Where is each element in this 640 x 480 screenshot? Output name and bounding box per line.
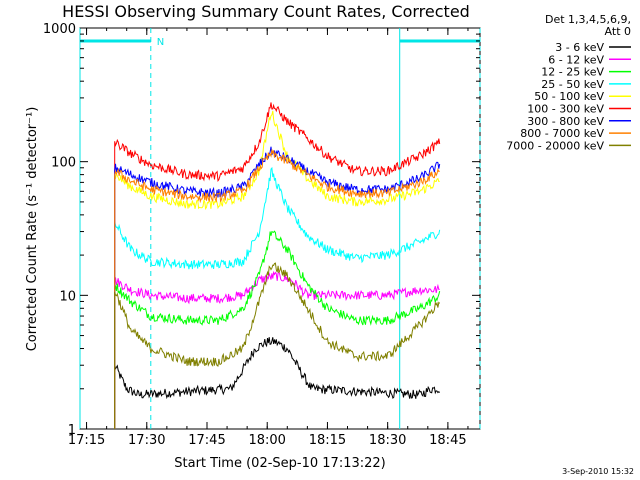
series-line-6-12-kev [114, 270, 440, 429]
x-tick-label: 18:30 [369, 433, 406, 448]
legend-header-line2: Att 0 [605, 25, 631, 38]
legend-label-25-50-kev: 25 - 50 keV [541, 78, 604, 91]
legend-label-300-800-kev: 300 - 800 keV [527, 115, 604, 128]
x-tick-label: 18:15 [309, 433, 346, 448]
x-tick-label: 17:15 [68, 433, 105, 448]
chart-title: HESSI Observing Summary Count Rates, Cor… [62, 2, 470, 21]
legend-label-100-300-kev: 100 - 300 keV [527, 103, 604, 116]
y-tick-label: 1000 [43, 22, 76, 37]
y-axis-label: Corrected Count Rate (s⁻¹ detector⁻¹) [25, 107, 40, 352]
series-line-12-25-kev [114, 230, 441, 429]
y-tick-label: 100 [51, 156, 76, 171]
legend-label-7000-20000-kev: 7000 - 20000 keV [506, 139, 604, 152]
legend-label-800-7000-kev: 800 - 7000 keV [520, 127, 604, 140]
x-tick-label: 17:30 [128, 433, 165, 448]
series-line-25-50-kev [114, 166, 441, 429]
x-tick-label: 18:00 [248, 433, 285, 448]
series-line-800-7000-kev [114, 149, 440, 429]
x-tick-label: 17:45 [188, 433, 225, 448]
x-tick-label: 18:45 [429, 433, 466, 448]
y-tick-label: 10 [59, 289, 76, 304]
series-line-3-6-kev [114, 337, 441, 429]
legend-label-3-6-kev: 3 - 6 keV [555, 41, 604, 54]
plot-frame [79, 27, 481, 430]
legend-label-12-25-kev: 12 - 25 keV [541, 66, 604, 79]
footer-date: 3-Sep-2010 15:32 [562, 467, 634, 476]
legend-label-6-12-kev: 6 - 12 keV [548, 53, 604, 66]
series-line-300-800-kev [114, 146, 441, 429]
legend-label-50-100-kev: 50 - 100 keV [534, 90, 604, 103]
series-line-100-300-kev [114, 102, 441, 429]
x-axis-label: Start Time (02-Sep-10 17:13:22) [174, 456, 385, 471]
annotation-n: N [157, 37, 164, 48]
legend-header-line1: Det 1,3,4,5,6,9, [545, 13, 631, 26]
series-line-7000-20000-kev [114, 262, 441, 429]
y-tick-label: 1 [68, 423, 76, 438]
series-line-50-100-kev [114, 110, 440, 429]
